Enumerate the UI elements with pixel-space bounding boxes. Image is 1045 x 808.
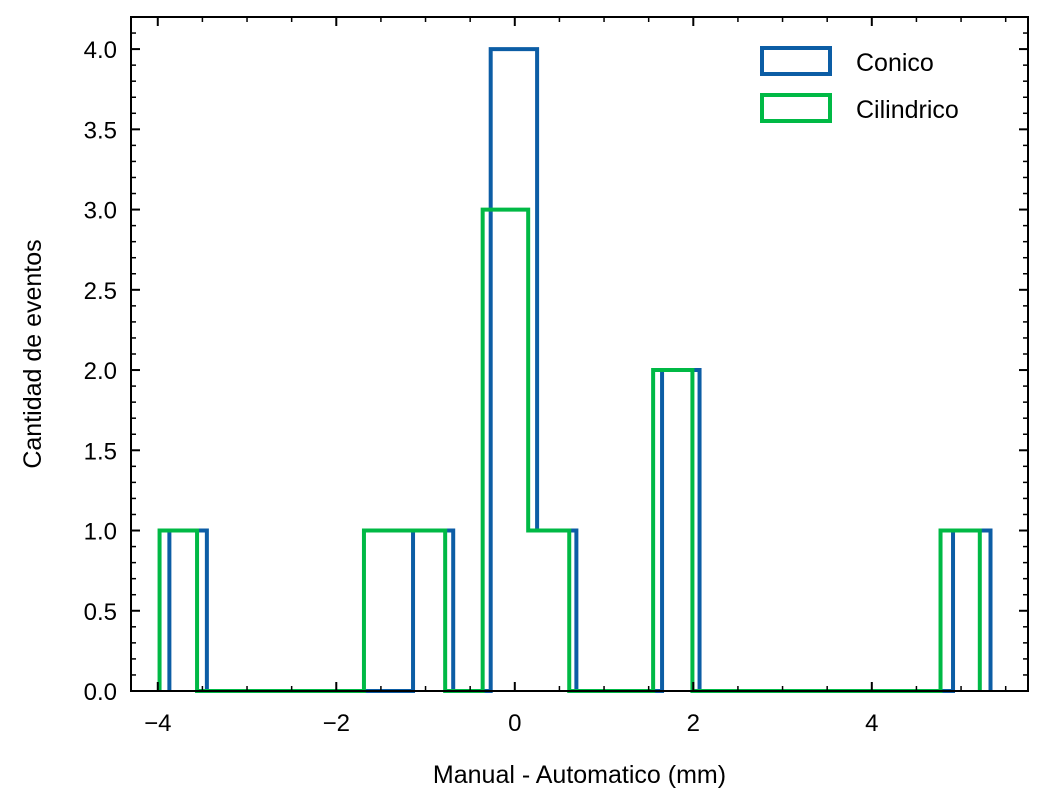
x-tick-label: 0 (508, 710, 521, 737)
series-layer (157, 47, 993, 693)
legend-swatch-cilindrico (760, 93, 832, 123)
x-tick-label: −4 (144, 710, 171, 737)
x-axis-label: Manual - Automatico (mm) (433, 761, 726, 789)
series-cilindrico-step (157, 207, 982, 693)
tick-labels-layer: −4 −2 0 2 4 0.0 0.5 1.0 1.5 2.0 2.5 3.0 3.5 4.0 (84, 37, 879, 737)
y-tick-label: 1.5 (84, 438, 117, 465)
y-tick-label: 3.5 (84, 117, 117, 144)
legend-label-conico: Conico (856, 49, 934, 77)
ticks-layer (131, 16, 1028, 692)
legend: Conico Cilindrico (760, 46, 959, 124)
y-tick-label: 4.0 (84, 37, 117, 64)
y-tick-label: 1.0 (84, 519, 117, 546)
x-tick-label: 4 (865, 710, 878, 737)
series-conico-step (167, 47, 993, 693)
y-axis-label: Cantidad de eventos (19, 239, 47, 468)
legend-swatch-conico (760, 46, 832, 76)
y-tick-label: 2.0 (84, 358, 117, 385)
x-tick-label: −2 (323, 710, 350, 737)
x-tick-label: 2 (687, 710, 700, 737)
legend-label-cilindrico: Cilindrico (856, 96, 959, 124)
y-tick-label: 0.0 (84, 679, 117, 706)
y-tick-label: 2.5 (84, 278, 117, 305)
y-tick-label: 0.5 (84, 599, 117, 626)
y-tick-label: 3.0 (84, 198, 117, 225)
